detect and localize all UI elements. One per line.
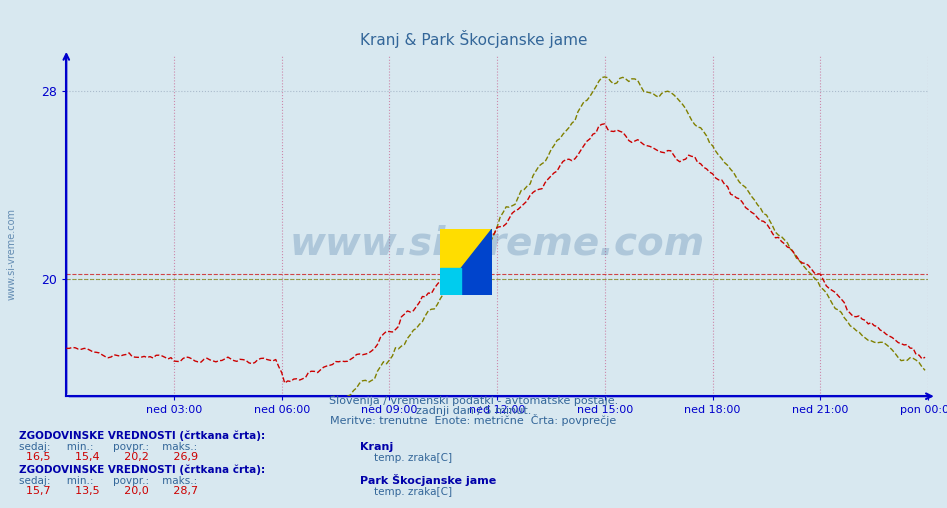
Text: www.si-vreme.com: www.si-vreme.com	[7, 208, 16, 300]
Text: 15,7       13,5       20,0       28,7: 15,7 13,5 20,0 28,7	[19, 486, 198, 496]
Text: temp. zraka[C]: temp. zraka[C]	[374, 453, 452, 463]
Text: Park Škocjanske jame: Park Škocjanske jame	[360, 473, 496, 486]
Polygon shape	[440, 268, 461, 295]
Polygon shape	[440, 229, 492, 295]
Polygon shape	[440, 229, 492, 295]
Text: Kranj: Kranj	[360, 441, 393, 452]
Text: Slovenija / vremenski podatki - avtomatske postaje.: Slovenija / vremenski podatki - avtomats…	[329, 396, 618, 406]
Text: www.si-vreme.com: www.si-vreme.com	[290, 224, 705, 262]
Text: ZGODOVINSKE VREDNOSTI (črtkana črta):: ZGODOVINSKE VREDNOSTI (črtkana črta):	[19, 465, 265, 475]
Text: temp. zraka[C]: temp. zraka[C]	[374, 487, 452, 497]
Text: sedaj:     min.:      povpr.:    maks.:: sedaj: min.: povpr.: maks.:	[19, 475, 197, 486]
Text: Meritve: trenutne  Enote: metrične  Črta: povprečje: Meritve: trenutne Enote: metrične Črta: …	[331, 414, 616, 426]
Text: Kranj & Park Škocjanske jame: Kranj & Park Škocjanske jame	[360, 30, 587, 48]
Text: sedaj:     min.:      povpr.:    maks.:: sedaj: min.: povpr.: maks.:	[19, 441, 197, 452]
Text: 16,5       15,4       20,2       26,9: 16,5 15,4 20,2 26,9	[19, 452, 198, 462]
Text: zadnji dan / 5 minut.: zadnji dan / 5 minut.	[416, 406, 531, 416]
Text: ZGODOVINSKE VREDNOSTI (črtkana črta):: ZGODOVINSKE VREDNOSTI (črtkana črta):	[19, 431, 265, 441]
